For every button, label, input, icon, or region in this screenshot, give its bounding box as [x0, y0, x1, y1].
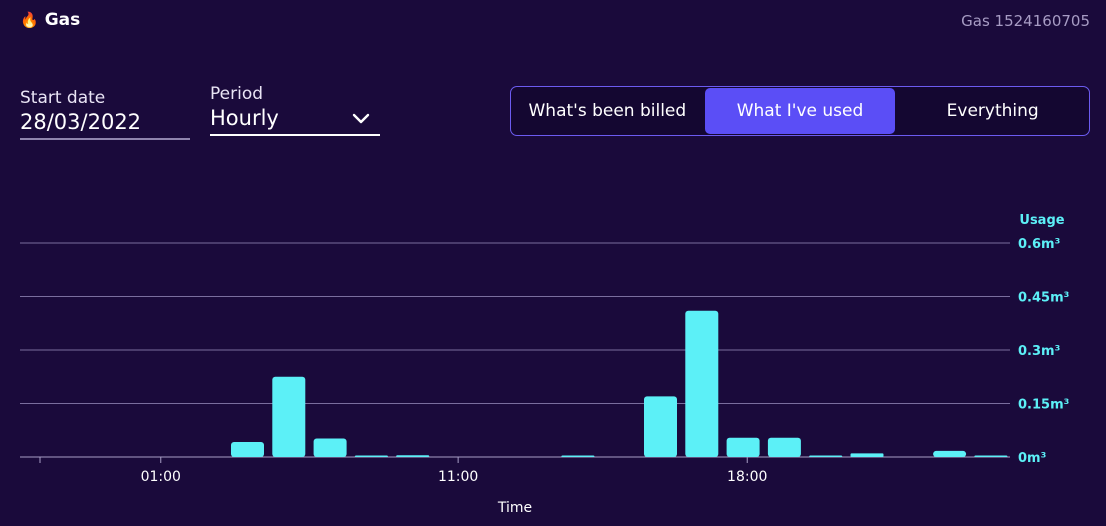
- bar-06[interactable]: [272, 376, 306, 457]
- bar-19[interactable]: [809, 455, 843, 458]
- toggle-used-button[interactable]: What I've used: [704, 88, 896, 134]
- x-axis-label: Time: [497, 500, 532, 516]
- y-tick-label: 0.3m³: [1018, 344, 1060, 359]
- bar-13[interactable]: [561, 455, 595, 458]
- start-date-value[interactable]: 28/03/2022: [20, 110, 142, 134]
- bar-18[interactable]: [767, 437, 801, 457]
- start-date-field[interactable]: Start date 28/03/2022: [20, 84, 190, 140]
- bar-23[interactable]: [974, 455, 1008, 458]
- y-axis-label: Usage: [1019, 213, 1064, 228]
- usage-view-toggle[interactable]: What's been billed What I've used Everyt…: [510, 86, 1090, 136]
- bar-09[interactable]: [396, 455, 430, 457]
- y-tick-label: 0.45m³: [1018, 291, 1069, 306]
- period-label: Period: [210, 84, 264, 104]
- y-tick-label: 0.6m³: [1018, 237, 1060, 252]
- bar-16[interactable]: [685, 310, 719, 457]
- page-title: 🔥 Gas: [20, 10, 80, 30]
- bar-17[interactable]: [726, 437, 760, 457]
- chevron-down-icon[interactable]: [352, 110, 370, 128]
- bar-05[interactable]: [231, 442, 264, 457]
- x-tick-label: 01:00: [141, 469, 181, 485]
- toggle-everything-button[interactable]: Everything: [946, 101, 1039, 121]
- x-tick-label: 18:00: [727, 469, 767, 485]
- bar-15[interactable]: [644, 396, 677, 457]
- y-tick-label: 0.15m³: [1018, 398, 1069, 413]
- bar-22[interactable]: [933, 450, 967, 457]
- start-date-label: Start date: [20, 88, 106, 108]
- period-select[interactable]: Period Hourly: [210, 84, 380, 136]
- bar-20[interactable]: [850, 453, 884, 457]
- x-tick-label: 11:00: [438, 469, 478, 485]
- flame-icon: 🔥: [20, 11, 39, 29]
- period-value[interactable]: Hourly: [210, 106, 279, 130]
- meter-id: Gas 1524160705: [961, 12, 1090, 30]
- bar-08[interactable]: [354, 455, 388, 458]
- page-title-text: Gas: [44, 10, 81, 30]
- toggle-billed-button[interactable]: What's been billed: [528, 101, 687, 121]
- bar-07[interactable]: [313, 438, 347, 457]
- y-tick-label: 0m³: [1018, 451, 1046, 466]
